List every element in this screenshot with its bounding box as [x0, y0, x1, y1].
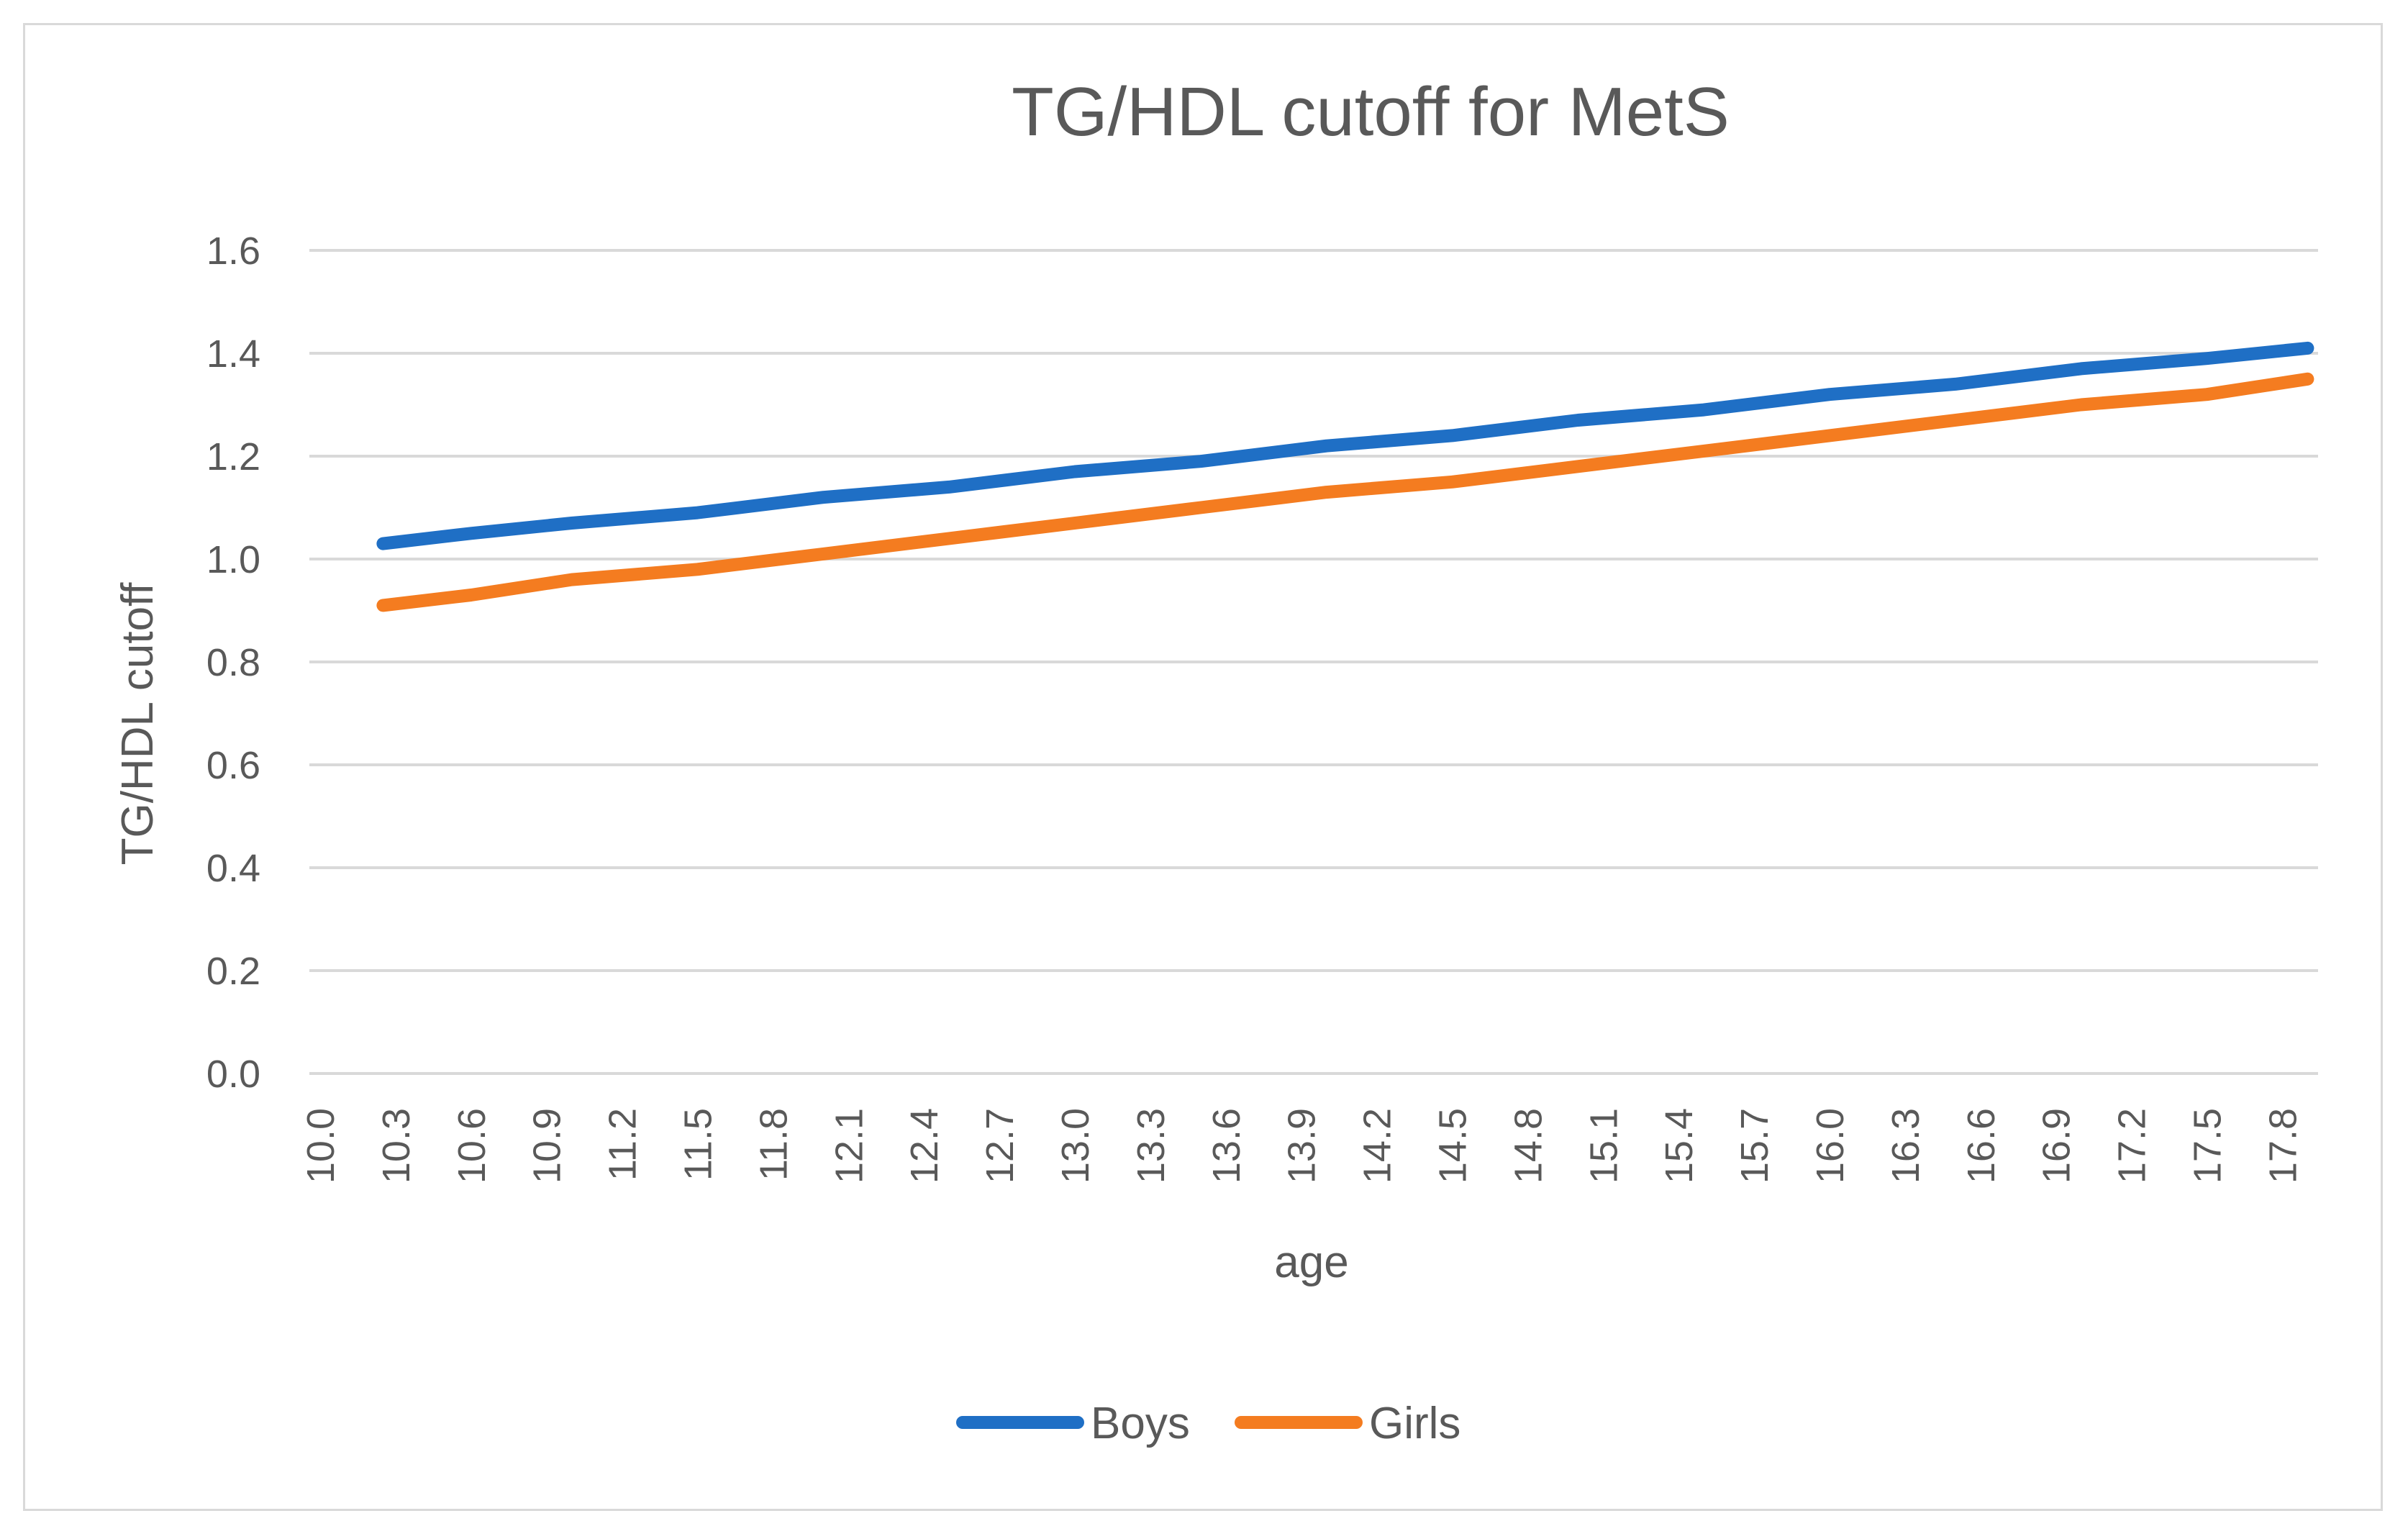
x-tick-label: 10.0 [299, 1108, 342, 1184]
x-tick-label: 10.6 [450, 1108, 494, 1184]
chart-title: TG/HDL cutoff for MetS [1012, 73, 1730, 150]
chart-frame [23, 23, 2383, 1511]
x-tick-label: 16.3 [1884, 1108, 1927, 1184]
x-tick-label: 15.1 [1582, 1108, 1625, 1184]
y-tick-label: 0.6 [206, 744, 260, 787]
x-tick-label: 11.2 [601, 1108, 645, 1181]
x-tick-label: 12.4 [903, 1108, 946, 1184]
y-tick-label: 1.6 [206, 230, 260, 273]
x-tick-label: 10.9 [526, 1108, 569, 1184]
x-tick-label: 14.5 [1432, 1108, 1475, 1184]
series-lines [376, 341, 2314, 612]
gridlines [309, 249, 2318, 1075]
x-tick-label: 12.1 [827, 1108, 871, 1184]
x-tick-label: 13.6 [1205, 1108, 1248, 1184]
x-tick-label: 16.6 [1960, 1108, 2003, 1184]
x-tick-label: 14.8 [1507, 1108, 1550, 1184]
x-tick-label: 15.7 [1733, 1108, 1776, 1184]
x-axis-title: age [1274, 1238, 1348, 1287]
x-tick-label: 11.5 [677, 1108, 720, 1181]
legend: Boys Girls [956, 1399, 1460, 1448]
x-tick-label: 17.8 [2261, 1108, 2304, 1184]
series-line-boys [376, 341, 2314, 550]
x-tick-label: 17.2 [2111, 1108, 2154, 1184]
y-tick-label: 1.4 [206, 332, 260, 376]
x-tick-label: 14.2 [1356, 1108, 1399, 1184]
x-tick-label: 17.5 [2186, 1108, 2230, 1184]
y-tick-label: 1.2 [206, 435, 260, 478]
legend-label-girls: Girls [1369, 1399, 1460, 1448]
x-tick-label: 15.4 [1658, 1108, 1701, 1184]
series-line-girls [376, 372, 2314, 612]
y-tick-label: 0.2 [206, 950, 260, 993]
x-tick-label: 13.9 [1281, 1108, 1324, 1184]
y-axis-title: TG/HDL cutoff [113, 582, 163, 866]
x-tick-label: 13.3 [1130, 1108, 1173, 1184]
x-tick-label: 11.8 [752, 1108, 795, 1181]
x-tick-label: 16.9 [2035, 1108, 2078, 1184]
x-tick-label: 13.0 [1054, 1108, 1097, 1184]
y-tick-label: 0.8 [206, 641, 260, 684]
x-tick-label: 10.3 [375, 1108, 418, 1184]
legend-label-boys: Boys [1091, 1399, 1190, 1448]
x-tick-label: 16.0 [1809, 1108, 1852, 1184]
y-axis-ticks: 0.0 0.2 0.4 0.6 0.8 1.0 1.2 1.4 1.6 [206, 230, 260, 1096]
y-tick-label: 1.0 [206, 538, 260, 581]
x-tick-label: 12.7 [978, 1108, 1022, 1184]
x-axis-ticks: 10.0 10.3 10.6 10.9 11.2 11.5 11.8 12.1 12.4 12.7… [299, 1108, 2304, 1184]
y-tick-label: 0.4 [206, 847, 260, 890]
y-tick-label: 0.0 [206, 1053, 260, 1096]
